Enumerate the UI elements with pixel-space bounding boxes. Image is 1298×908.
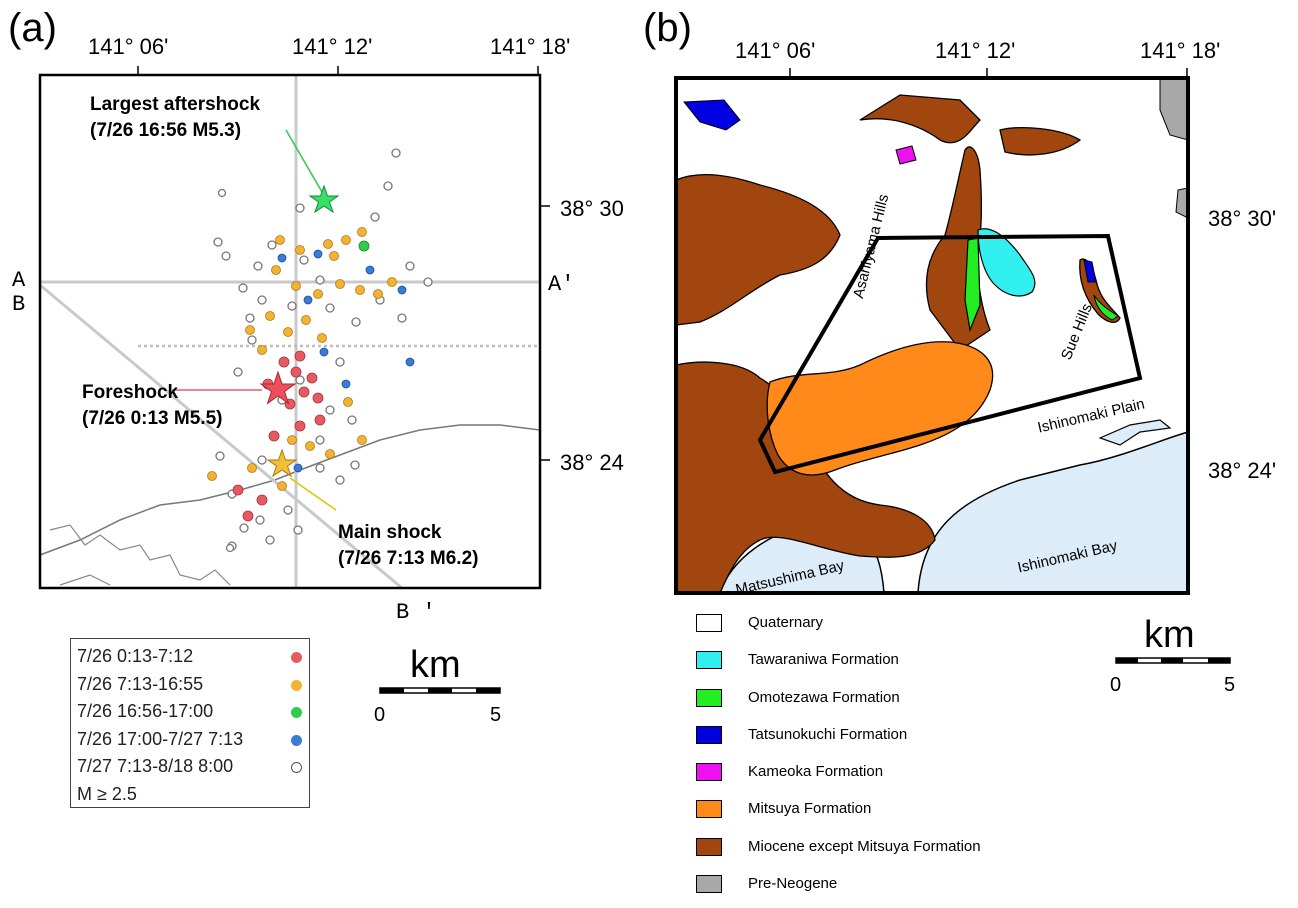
legend-swatch	[696, 614, 722, 632]
legend-swatch	[696, 725, 722, 744]
legend-item: 7/26 0:13-7:12	[77, 643, 302, 671]
legend-note: M ≥ 2.5	[77, 783, 137, 804]
event-green	[358, 240, 370, 252]
legend-swatch	[696, 875, 722, 894]
panel-a-legend: 7/26 0:13-7:12 7/26 7:13-16:55 7/26 16:5…	[70, 638, 310, 808]
legend-item: 7/26 7:13-16:55	[77, 671, 302, 699]
mitsuya-formation	[766, 341, 994, 476]
section-label-a-prime: A'	[548, 272, 575, 297]
section-label-b-prime: B '	[396, 600, 436, 625]
legend-swatch	[696, 688, 722, 707]
legend-swatch	[696, 763, 722, 782]
section-B-B	[39, 283, 403, 590]
panel-b-scale-min: 0	[1110, 674, 1122, 696]
panel-a-scale-unit: km	[410, 644, 461, 686]
section-label-b: B	[12, 292, 26, 317]
legend-swatch	[696, 651, 722, 670]
panel-b-lat-2: 38° 24'	[1208, 458, 1277, 483]
section-label-a: A	[12, 268, 26, 293]
foreshock-star	[259, 370, 297, 405]
omotezawa-sue	[1093, 294, 1119, 321]
panel-a-scale-min: 0	[374, 704, 386, 726]
kameoka-formation	[895, 145, 917, 165]
panel-b-lon-3: 141° 18'	[1140, 38, 1221, 63]
legend-item: 7/26 16:56-17:00	[77, 698, 302, 726]
legend-dot-green	[291, 707, 302, 718]
panel-b-lat-1: 38° 30'	[1208, 206, 1277, 231]
coastline-inlets	[49, 524, 231, 586]
panel-b-scale-unit: km	[1144, 614, 1195, 656]
events-orange	[207, 227, 397, 491]
panel-b-lon-2: 141° 12'	[935, 38, 1016, 63]
largest-aftershock-star	[308, 184, 340, 214]
miocene-north	[859, 94, 981, 144]
main-shock-star	[266, 448, 298, 478]
tawaraniwa-formation	[977, 228, 1036, 297]
miocene-southwest	[675, 361, 936, 594]
callout-foreshock: Foreshock (7/26 0:13 M5.5)	[82, 382, 223, 429]
tatsunokuchi-nw	[682, 99, 741, 131]
panel-a-frame	[38, 73, 542, 590]
legend-item: 7/26 17:00-7/27 7:13	[77, 726, 302, 754]
panel-a-lon-2: 141° 12'	[292, 34, 373, 59]
legend-swatch	[696, 800, 722, 819]
events-blue	[277, 249, 415, 473]
coastline	[39, 424, 541, 556]
panel-b-lon-1: 141° 06'	[735, 38, 816, 63]
callout-main-shock: Main shock (7/26 7:13 M6.2)	[338, 522, 479, 569]
panel-a-label: (a)	[8, 6, 57, 50]
legend-dot-orange	[291, 679, 302, 691]
legend-dot-red	[291, 652, 302, 663]
legend-dot-white	[291, 762, 302, 773]
ishinomaki-harbor	[1098, 419, 1172, 446]
panel-a-lat-2: 38° 24	[560, 450, 624, 475]
legend-swatch	[696, 837, 722, 856]
callout-largest-aftershock: Largest aftershock (7/26 16:56 M5.3)	[90, 94, 261, 141]
tatsunokuchi-formation	[1083, 259, 1097, 283]
panel-b-map	[674, 68, 1190, 595]
legend-dot-blue	[291, 734, 302, 746]
panel-a-lat-1: 38° 30	[560, 196, 624, 221]
panel-b-scalebar	[1115, 657, 1231, 664]
panel-a-scale-max: 5	[490, 704, 502, 726]
panel-b-frame	[674, 76, 1190, 595]
panel-a-lon-3: 141° 18'	[490, 34, 571, 59]
panel-a-lon-1: 141° 06'	[88, 34, 169, 59]
miocene-northeast	[999, 127, 1082, 156]
study-area-polygon	[757, 233, 1143, 475]
miocene-west	[675, 173, 841, 326]
panel-a-scalebar	[379, 687, 501, 694]
panel-b-scale-max: 5	[1224, 674, 1236, 696]
panel-a-map	[38, 66, 550, 590]
events-white	[213, 148, 433, 553]
panel-b-label: (b)	[643, 6, 692, 50]
legend-item: 7/27 7:13-8/18 8:00	[77, 753, 302, 781]
